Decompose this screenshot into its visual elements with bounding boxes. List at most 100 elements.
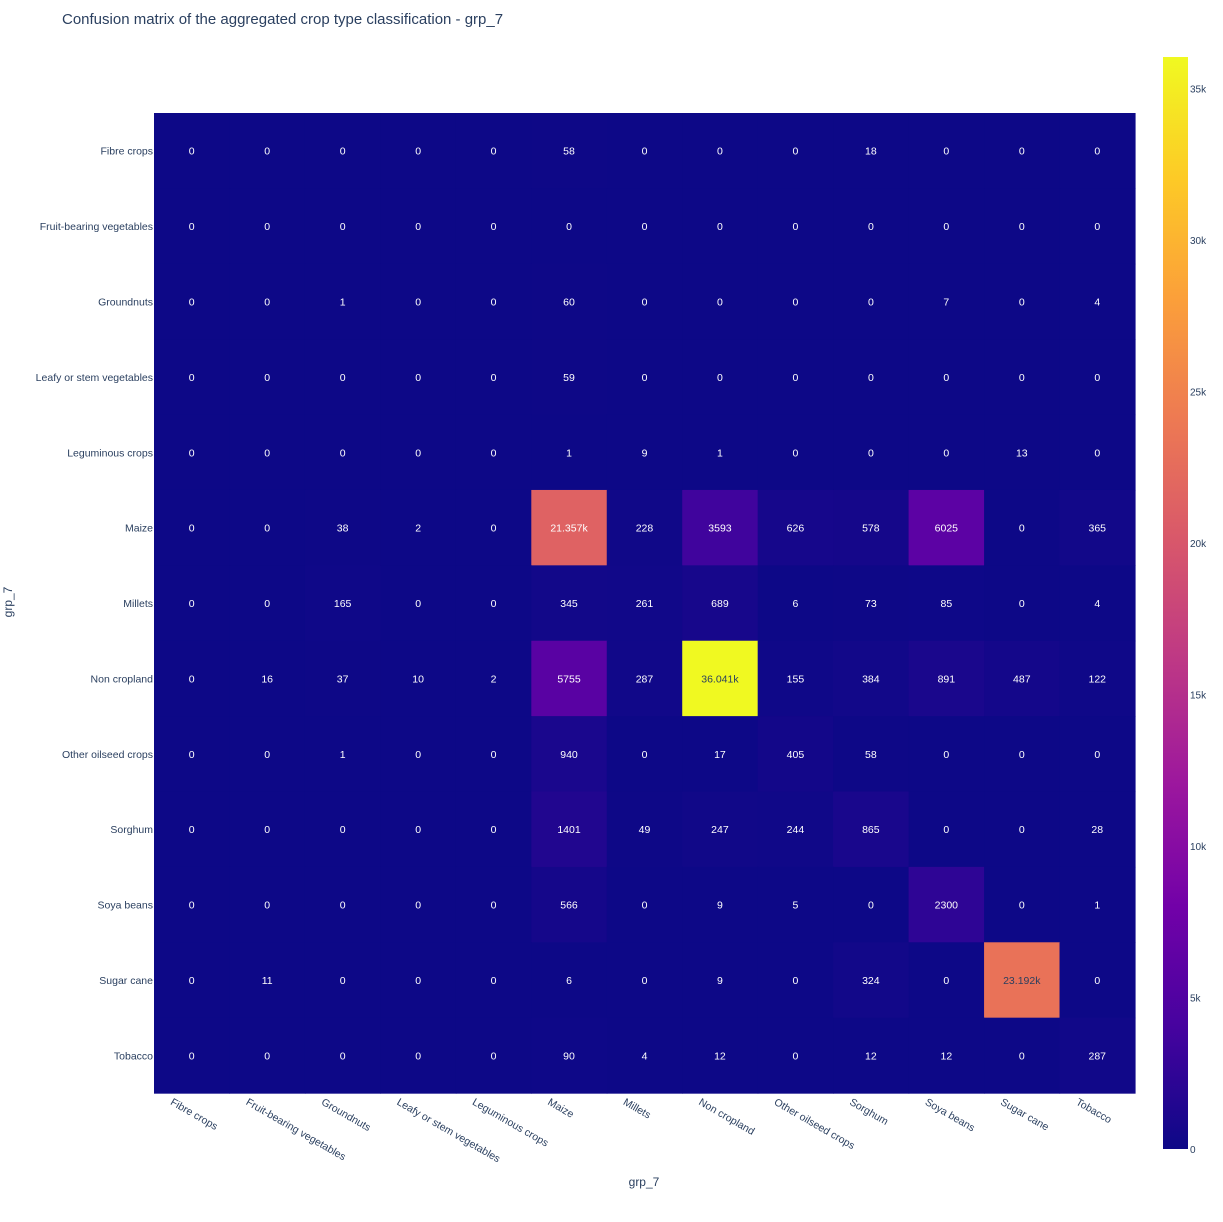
heatmap-cell [833, 1017, 910, 1094]
cell-label: 0 [1019, 1050, 1025, 1062]
heatmap-cell [908, 640, 985, 717]
heatmap-cell [304, 113, 381, 189]
heatmap-cell [154, 942, 231, 1019]
cell-label: 0 [189, 447, 195, 459]
cell-label: 0 [264, 146, 270, 158]
cell-label: 0 [264, 447, 270, 459]
cell-label: 0 [642, 296, 648, 308]
heatmap-cell [455, 489, 532, 566]
heatmap-cell [606, 791, 683, 868]
cell-label: 0 [189, 975, 195, 987]
cell-label: 0 [792, 296, 798, 308]
heatmap-cell [229, 113, 306, 189]
heatmap-cell [304, 791, 381, 868]
heatmap-cell [380, 113, 457, 189]
cell-label: 0 [1019, 749, 1025, 761]
heatmap-cell [757, 339, 834, 416]
y-tick-label: Sorghum [110, 824, 153, 836]
cell-label: 0 [717, 372, 723, 384]
cell-label: 12 [865, 1050, 877, 1062]
heatmap-cell [757, 640, 834, 717]
x-tick-label: Non cropland [696, 1096, 756, 1138]
heatmap-cell [455, 414, 532, 491]
cell-label: 58 [563, 146, 575, 158]
heatmap-cell [304, 716, 381, 793]
cell-label: 2 [415, 523, 421, 535]
y-tick-label: Non cropland [91, 673, 154, 685]
cell-label: 0 [491, 146, 497, 158]
cell-label: 0 [189, 673, 195, 685]
heatmap-cell [833, 791, 910, 868]
cell-label: 36.041k [701, 673, 739, 685]
heatmap-cell [908, 339, 985, 416]
cell-label: 0 [415, 221, 421, 233]
cell-label: 0 [566, 221, 572, 233]
cell-label: 0 [491, 296, 497, 308]
heatmap-cell [380, 1017, 457, 1094]
heatmap-cell [682, 113, 759, 189]
heatmap-cell [833, 866, 910, 943]
heatmap-cell [380, 188, 457, 265]
heatmap-cell [682, 339, 759, 416]
chart-title: Confusion matrix of the aggregated crop … [62, 11, 503, 28]
cell-label: 287 [1088, 1050, 1106, 1062]
heatmap-cell [984, 414, 1061, 491]
heatmap-cell [908, 263, 985, 340]
y-tick-label: Fruit-bearing vegetables [40, 221, 153, 233]
cell-label: 940 [560, 749, 578, 761]
cell-label: 0 [1019, 372, 1025, 384]
cell-label: 5755 [557, 673, 581, 685]
colorbar-ticks: 0 5k 10k 15k 20k 25k 30k 35k [1190, 85, 1207, 1156]
cell-label: 21.357k [550, 523, 588, 535]
cell-label: 0 [943, 372, 949, 384]
heatmap-cell [229, 339, 306, 416]
heatmap-cell [229, 188, 306, 265]
heatmap-cell [682, 489, 759, 566]
cell-label: 7 [943, 296, 949, 308]
y-tick-label: Other oilseed crops [62, 749, 153, 761]
colorbar-tick-label: 5k [1190, 994, 1202, 1005]
heatmap-cell [606, 565, 683, 642]
heatmap-cell [1059, 565, 1136, 642]
cell-label: 90 [563, 1050, 575, 1062]
cell-label: 0 [340, 447, 346, 459]
cell-label: 0 [792, 372, 798, 384]
heatmap-cell [682, 942, 759, 1019]
cell-label: 0 [717, 296, 723, 308]
heatmap-cell [531, 263, 608, 340]
colorbar-tick-label: 35k [1190, 85, 1207, 96]
heatmap-cell [304, 414, 381, 491]
cell-label: 0 [415, 1050, 421, 1062]
cell-label: 0 [264, 372, 270, 384]
heatmap-cell [455, 263, 532, 340]
heatmap-cell [833, 263, 910, 340]
cell-label: 0 [189, 146, 195, 158]
heatmap-cell [1059, 640, 1136, 717]
heatmap-cell [531, 188, 608, 265]
heatmap-cell [1059, 791, 1136, 868]
heatmap-cell [229, 866, 306, 943]
heatmap-cell [682, 414, 759, 491]
colorbar-tick-label: 0 [1190, 1145, 1196, 1156]
cell-label: 0 [642, 975, 648, 987]
heatmap-cell [380, 716, 457, 793]
heatmap-cell [304, 489, 381, 566]
heatmap-cell [984, 489, 1061, 566]
heatmap-cell [833, 640, 910, 717]
heatmap-cell [1059, 113, 1136, 189]
heatmap-cell [304, 866, 381, 943]
heatmap-cell [682, 791, 759, 868]
cell-label: 0 [792, 1050, 798, 1062]
heatmap-cell [154, 716, 231, 793]
cell-label: 0 [1094, 221, 1100, 233]
heatmap-cell [757, 263, 834, 340]
heatmap-cell [606, 414, 683, 491]
cell-label: 0 [1019, 523, 1025, 535]
cell-label: 0 [1019, 824, 1025, 836]
heatmap-cell [304, 1017, 381, 1094]
heatmap-cell [757, 414, 834, 491]
heatmap-cell [833, 489, 910, 566]
cell-label: 0 [415, 296, 421, 308]
cell-label: 324 [862, 975, 880, 987]
